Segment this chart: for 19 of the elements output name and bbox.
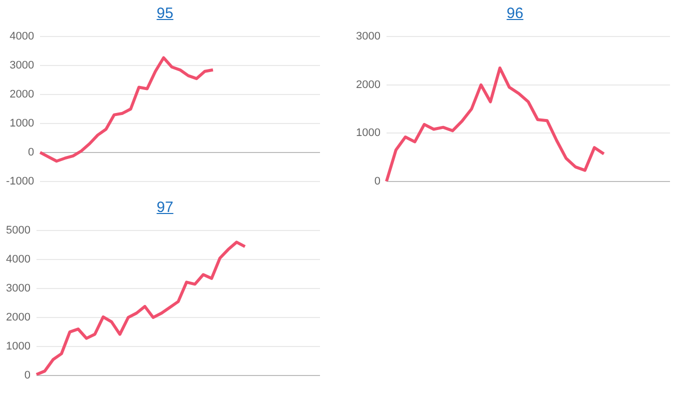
chart-title: 96 [506, 4, 524, 24]
y-tick-label: 2000 [10, 88, 34, 101]
y-tick-label: 0 [28, 146, 34, 158]
y-tick-label: 3000 [10, 60, 34, 72]
y-tick-label: 2000 [6, 312, 30, 324]
y-tick-label: 0 [374, 175, 380, 188]
y-tick-label: 3000 [356, 30, 380, 43]
chart-title: 97 [156, 198, 174, 218]
y-tick-label: 2000 [356, 78, 380, 91]
y-tick-label: 4000 [6, 254, 30, 266]
y-tick-label: 4000 [10, 30, 34, 43]
y-tick-label: 0 [24, 369, 30, 382]
y-tick-label: 1000 [356, 127, 380, 140]
y-tick-label: -1000 [6, 175, 34, 188]
y-tick-label: 3000 [6, 282, 30, 295]
y-tick-label: 1000 [6, 340, 30, 352]
y-tick-label: 1000 [10, 118, 34, 130]
chart-title: 95 [156, 4, 174, 24]
y-tick-label: 5000 [6, 224, 30, 237]
